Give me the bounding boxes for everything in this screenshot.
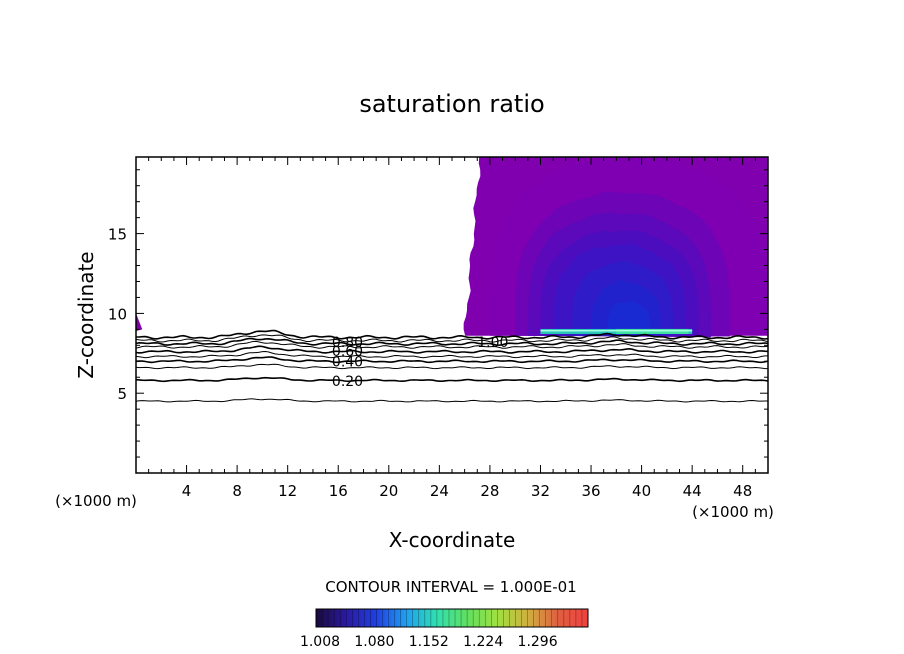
x-tick-label: 4 <box>182 482 192 500</box>
contour-labels: 0.20 0.400.600.80 1.00 <box>332 335 509 390</box>
contour-line-0.9 <box>136 334 768 343</box>
x-tick-label: 12 <box>278 482 297 500</box>
y-tick-label: 15 <box>108 226 127 244</box>
x-unit-left: (×1000 m) <box>55 492 137 510</box>
y-axis-label: Z-coordinate <box>74 251 98 378</box>
colorbar-tick-label: 1.152 <box>409 634 449 650</box>
colorbar <box>315 608 589 628</box>
colorbar-dividers <box>321 609 583 627</box>
colorbar-tick-labels: 1.008 1.080 1.152 1.224 1.296 <box>300 634 558 650</box>
x-tick-label: 40 <box>632 482 651 500</box>
contour-line-0.7 <box>136 340 768 349</box>
supersaturated-fill <box>136 157 768 338</box>
contour-label: 1.00 <box>477 335 508 351</box>
colorbar-tick-label: 1.080 <box>354 634 394 650</box>
x-tick-label: 24 <box>430 482 449 500</box>
contour-label: 0.60 <box>332 344 363 360</box>
contour-line-0.1 <box>136 398 768 403</box>
contour-label: 0.40 <box>332 354 363 370</box>
region-band-7 <box>607 301 651 336</box>
contour-line-0.3 <box>136 363 768 370</box>
contour-line-0.2 <box>136 376 768 383</box>
y-tick-label: 10 <box>108 305 127 323</box>
contour-line-0.5 <box>136 350 768 359</box>
colorbar-tick-label: 1.296 <box>518 634 558 650</box>
x-axis-label: X-coordinate <box>389 528 516 552</box>
contour-interval-text: CONTOUR INTERVAL = 1.000E-01 <box>325 578 576 596</box>
x-tick-label: 8 <box>232 482 242 500</box>
contour-line-0.6 <box>136 345 768 354</box>
chart-title: saturation ratio <box>359 90 544 118</box>
colorbar-tick-label: 1.008 <box>300 634 340 650</box>
x-tick-label: 44 <box>683 482 702 500</box>
x-tick-label: 48 <box>733 482 752 500</box>
x-tick-label: 16 <box>329 482 348 500</box>
region-left-sliver <box>136 313 143 331</box>
contour-lines <box>136 329 768 403</box>
x-tick-label: 20 <box>379 482 398 500</box>
y-tick-label: 5 <box>117 385 127 403</box>
x-tick-label: 32 <box>531 482 550 500</box>
cloud-base-strip-highlight <box>540 329 693 332</box>
x-tick-label: 36 <box>581 482 600 500</box>
x-tick-label: 28 <box>480 482 499 500</box>
colorbar-tick-label: 1.224 <box>463 634 503 650</box>
contour-line-0.4 <box>136 356 768 364</box>
contour-label: 0.20 <box>332 374 363 390</box>
x-unit-right: (×1000 m) <box>692 503 774 521</box>
contour-line-1 <box>136 329 768 340</box>
contour-line-0.8 <box>136 337 768 347</box>
contour-label: 0.80 <box>332 335 363 351</box>
